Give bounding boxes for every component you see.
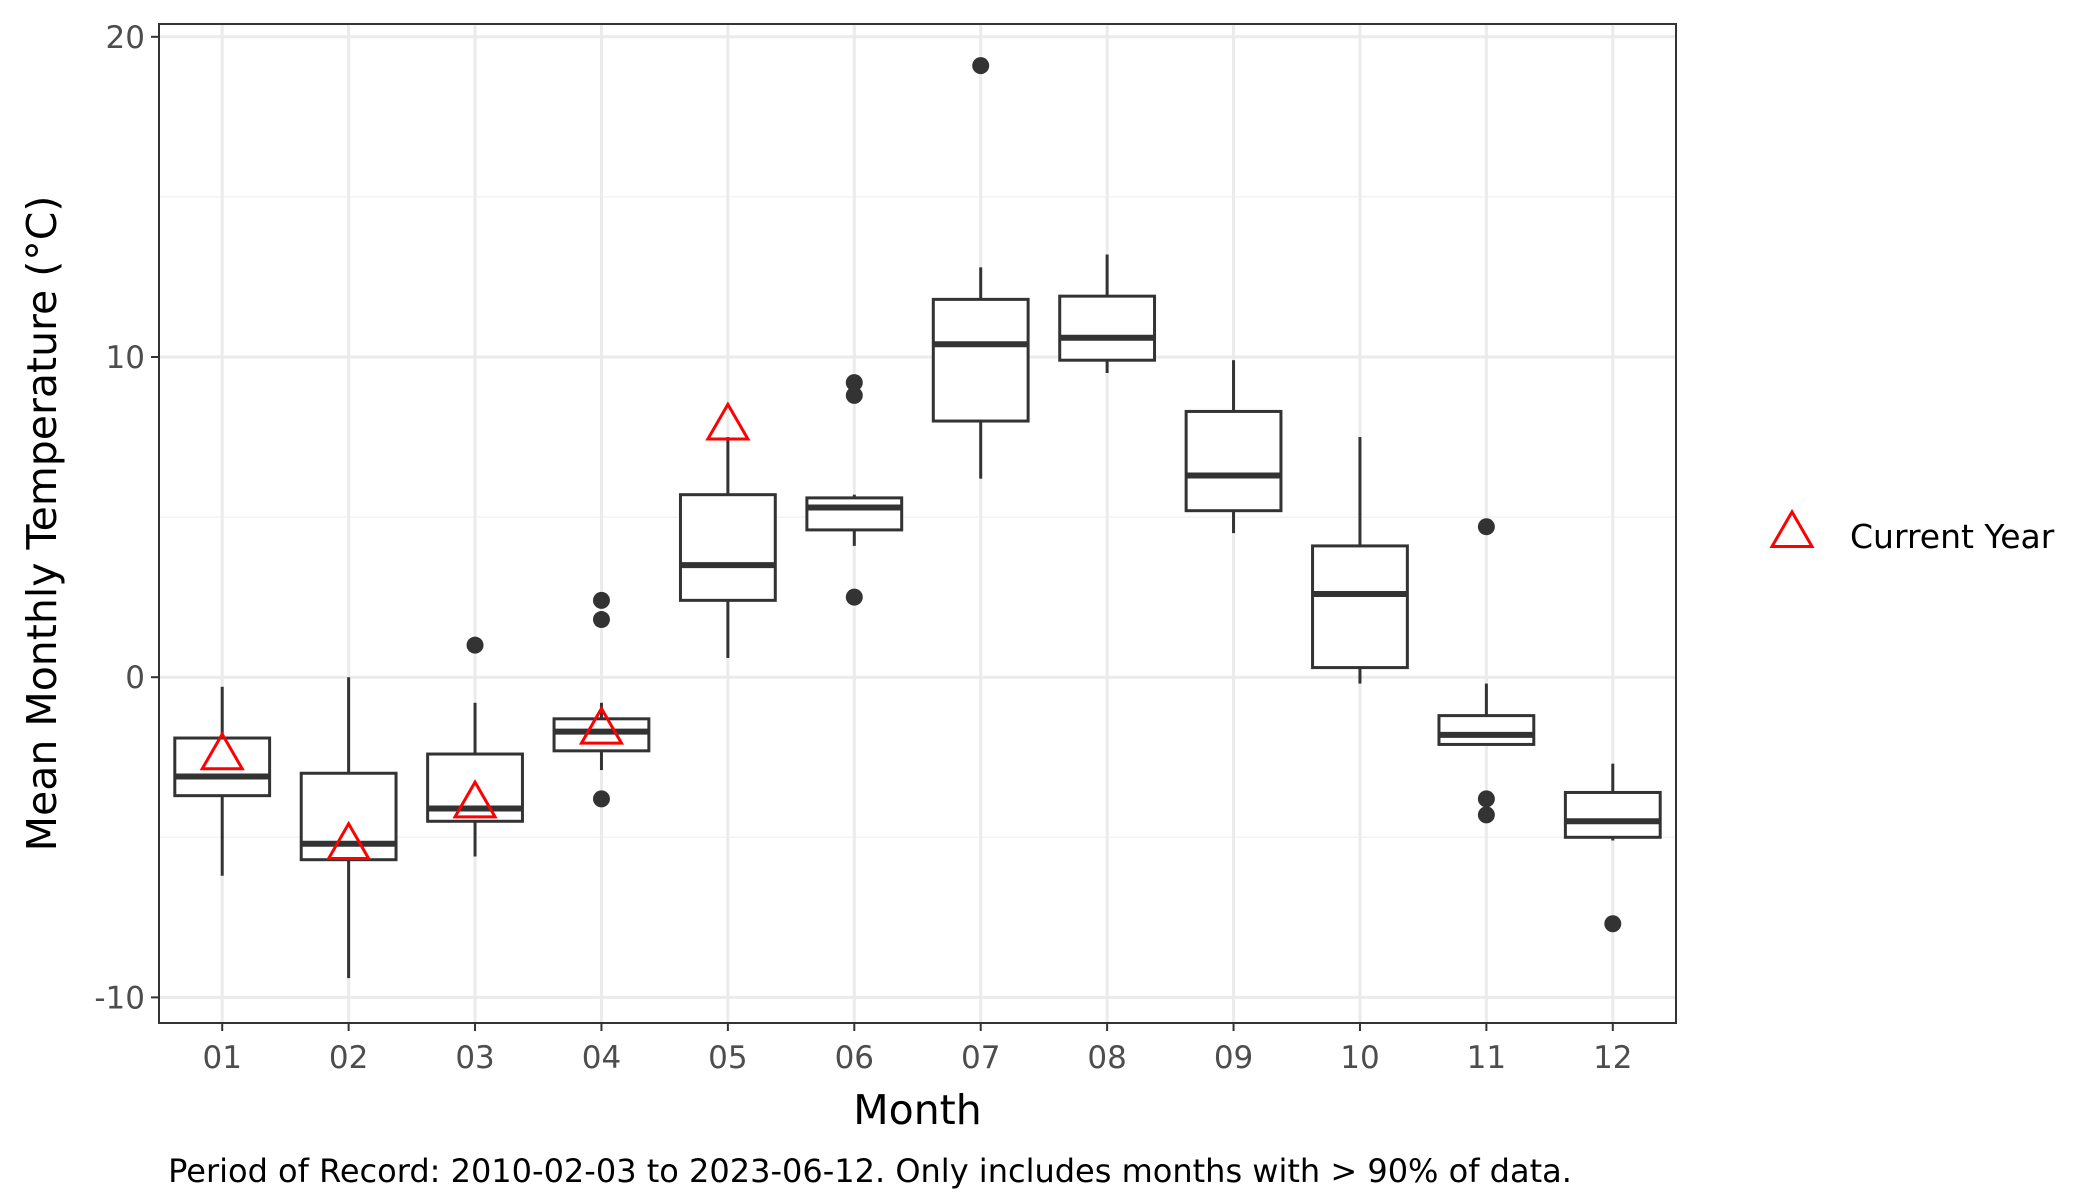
boxplot-04 bbox=[552, 591, 651, 808]
current-year-point-03 bbox=[452, 779, 498, 819]
outlier-point bbox=[466, 636, 484, 654]
outlier-point bbox=[1477, 806, 1495, 824]
y-tick-label: 10 bbox=[106, 340, 145, 376]
legend-triangle-icon bbox=[1769, 508, 1815, 549]
y-tick-label: -10 bbox=[94, 980, 145, 1016]
panel-border bbox=[158, 23, 1677, 1024]
x-tick-label: 04 bbox=[582, 1040, 621, 1076]
box-iqr bbox=[931, 297, 1030, 423]
x-tick-label: 07 bbox=[961, 1040, 1000, 1076]
current-year-point-04 bbox=[578, 705, 625, 745]
outlier-point bbox=[972, 57, 990, 75]
current-year-points bbox=[199, 401, 751, 860]
x-tick-label: 11 bbox=[1467, 1040, 1506, 1076]
outlier-point bbox=[1604, 915, 1622, 933]
y-tick-label: 0 bbox=[125, 660, 145, 696]
boxplot-03 bbox=[426, 636, 524, 857]
boxplot-10 bbox=[1311, 437, 1409, 684]
current-year-point-02 bbox=[326, 820, 372, 860]
box-iqr bbox=[1184, 409, 1283, 513]
x-tick-label: 03 bbox=[455, 1040, 494, 1076]
outlier-point bbox=[845, 588, 863, 606]
outlier-point bbox=[1477, 790, 1495, 808]
y-axis-title: Mean Monthly Temperature (°C) bbox=[18, 196, 66, 852]
boxplot-11 bbox=[1437, 518, 1536, 824]
boxplot-09 bbox=[1184, 360, 1283, 534]
x-tick-label: 09 bbox=[1214, 1040, 1253, 1076]
boxplot-12 bbox=[1563, 763, 1662, 933]
box-iqr bbox=[1311, 544, 1409, 670]
x-tick-label: 06 bbox=[835, 1040, 874, 1076]
boxplot-08 bbox=[1058, 254, 1157, 374]
outlier-point bbox=[1477, 518, 1495, 536]
outlier-point bbox=[845, 386, 863, 404]
boxplot-07 bbox=[931, 57, 1030, 479]
caption: Period of Record: 2010-02-03 to 2023-06-… bbox=[168, 1152, 1572, 1190]
box-iqr bbox=[1437, 714, 1536, 746]
current-year-point-01 bbox=[199, 731, 245, 771]
legend: Current Year bbox=[1769, 508, 2055, 556]
box-iqr bbox=[1563, 790, 1662, 839]
outlier-point bbox=[592, 611, 610, 629]
box-iqr bbox=[678, 493, 777, 602]
x-axis-title: Month bbox=[853, 1086, 982, 1134]
outlier-point bbox=[845, 374, 863, 392]
boxplot-05 bbox=[678, 437, 777, 658]
boxplots bbox=[173, 57, 1662, 979]
box-iqr bbox=[1058, 294, 1157, 362]
x-tick-label: 08 bbox=[1087, 1040, 1126, 1076]
x-tick-label: 05 bbox=[708, 1040, 747, 1076]
box-iqr bbox=[299, 771, 398, 862]
box-iqr bbox=[173, 736, 272, 798]
x-tick-label: 02 bbox=[329, 1040, 368, 1076]
boxplot-01 bbox=[173, 686, 272, 876]
y-tick-label: 20 bbox=[106, 20, 145, 56]
box-iqr bbox=[805, 496, 904, 532]
box-iqr bbox=[552, 717, 651, 753]
outlier-point bbox=[592, 790, 610, 808]
axes: -10 0 10 20 01 02 03 04 05 06 07 08 09 10 11 12 bbox=[94, 20, 1632, 1076]
boxplot-06 bbox=[805, 374, 904, 606]
x-tick-label: 10 bbox=[1340, 1040, 1379, 1076]
legend-label-current-year: Current Year bbox=[1850, 517, 2055, 556]
outlier-point bbox=[592, 591, 610, 609]
x-tick-label: 01 bbox=[202, 1040, 241, 1076]
x-tick-label: 12 bbox=[1593, 1040, 1632, 1076]
current-year-point-05 bbox=[705, 401, 751, 441]
boxplot-02 bbox=[299, 677, 398, 979]
